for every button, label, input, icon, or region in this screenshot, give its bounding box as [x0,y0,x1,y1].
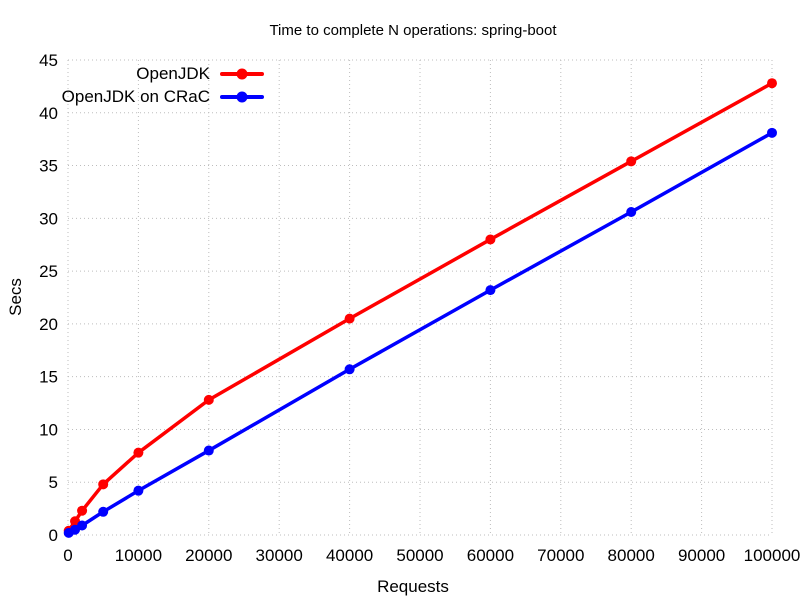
y-tick-label: 10 [39,420,58,439]
y-tick-label: 5 [49,473,58,492]
y-tick-label: 25 [39,262,58,281]
data-point [485,234,496,245]
x-tick-label: 40000 [326,546,373,565]
data-point [77,520,88,531]
legend-label: OpenJDK on CRaC [61,86,210,106]
data-point [203,445,214,456]
x-tick-label: 60000 [467,546,514,565]
x-tick-label: 10000 [115,546,162,565]
data-point [626,207,637,217]
data-point [344,313,355,324]
series-line [66,81,774,533]
x-tick-label: 30000 [256,546,303,565]
x-tick-label: 70000 [537,546,584,565]
legend: OpenJDK OpenJDK on CRaC [60,62,264,108]
data-point [344,364,355,375]
y-tick-label: 15 [39,368,58,387]
chart-title: Time to complete N operations: spring-bo… [269,22,557,39]
y-tick-label: 40 [39,104,58,123]
x-tick-label: 20000 [185,546,232,565]
legend-line-sample [220,68,264,79]
data-point [133,485,144,496]
legend-line-sample [220,91,264,102]
x-tick-label: 100000 [744,546,800,565]
y-tick-label: 20 [39,315,58,334]
legend-item-openjdk-on-crac: OpenJDK on CRaC [60,85,264,108]
y-tick-label: 30 [39,209,58,228]
x-tick-label: 0 [63,546,72,565]
legend-marker-icon [236,68,248,79]
data-point [77,505,88,516]
data-point [98,506,109,517]
data-point [767,127,777,138]
legend-label: OpenJDK [136,63,210,83]
y-axis-label: Secs [6,278,25,316]
x-tick-label: 50000 [396,546,443,565]
data-point [767,78,777,89]
data-point [203,394,214,405]
data-point [133,447,144,458]
legend-item-openjdk: OpenJDK [60,62,264,85]
data-point [98,479,109,490]
x-tick-label: 80000 [608,546,655,565]
x-tick-label: 90000 [678,546,725,565]
y-tick-label: 35 [39,157,58,176]
data-point [626,156,637,167]
legend-marker-icon [236,91,248,102]
x-axis-label: Requests [377,577,449,596]
data-point [485,285,496,296]
y-tick-label: 45 [39,51,58,70]
y-tick-label: 0 [49,526,58,545]
